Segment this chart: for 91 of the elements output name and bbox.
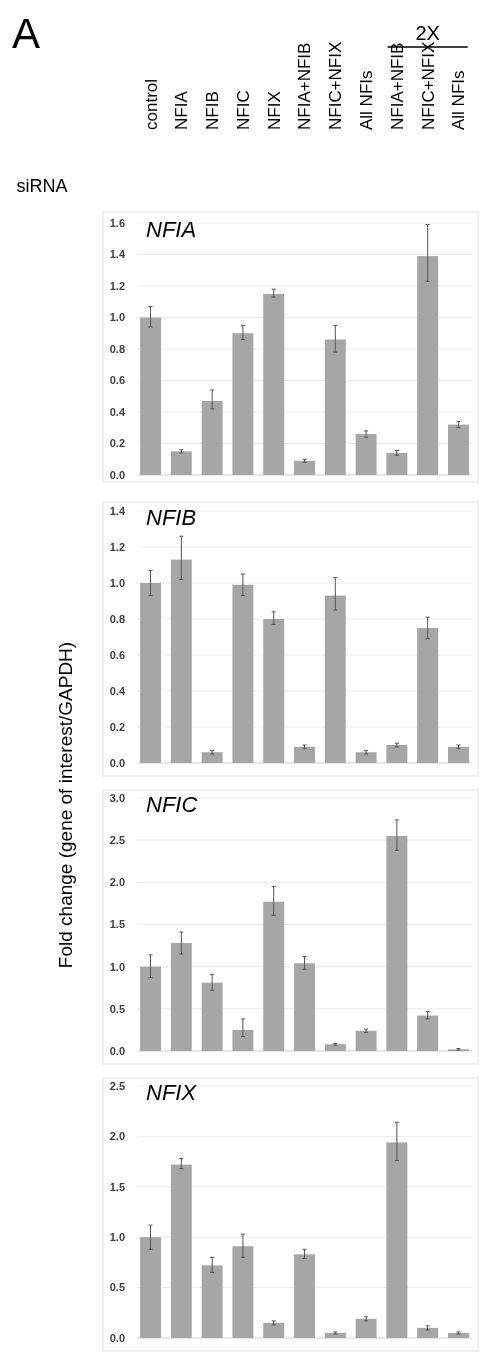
- bar: [170, 451, 192, 475]
- y-tick-label: 0.0: [109, 1331, 125, 1344]
- bar: [140, 966, 162, 1051]
- bar: [170, 1164, 192, 1338]
- y-tick-label: 1.4: [109, 504, 126, 517]
- chart-title: NFIB: [146, 505, 197, 530]
- chart-title: NFIA: [146, 217, 197, 242]
- x-tick-label: All NFIs: [449, 70, 469, 130]
- y-tick-label: 0.0: [109, 468, 125, 481]
- y-tick-label: 0.8: [109, 612, 125, 625]
- bar: [447, 424, 469, 475]
- bar: [201, 400, 223, 475]
- bar: [447, 746, 469, 763]
- chart-title: NFIC: [146, 792, 198, 817]
- bar: [232, 584, 254, 763]
- y-tick-label: 0.0: [109, 756, 125, 769]
- x-tick-label: NFIX: [264, 91, 284, 130]
- x-tick-label: NFIC: [233, 90, 253, 130]
- y-tick-label: 1.4: [109, 248, 126, 261]
- bar: [263, 1322, 285, 1338]
- x-tick-label: NFIA: [172, 90, 192, 130]
- y-tick-label: 3.0: [109, 791, 125, 804]
- bar: [201, 982, 223, 1051]
- y-tick-label: 2.5: [109, 834, 125, 847]
- bar: [170, 943, 192, 1051]
- bar: [232, 1029, 254, 1051]
- bar: [294, 460, 315, 475]
- y-tick-label: 1.6: [109, 216, 125, 229]
- bar: [386, 835, 408, 1051]
- y-tick-label: 1.2: [109, 540, 125, 553]
- bar: [140, 317, 162, 475]
- bar: [232, 333, 254, 475]
- y-tick-label: 0.8: [109, 342, 125, 355]
- bar: [263, 293, 285, 475]
- y-tick-label: 1.5: [109, 918, 125, 931]
- bar: [386, 745, 408, 763]
- y-tick-label: 2.0: [109, 1130, 125, 1143]
- bar: [355, 752, 377, 763]
- bar: [417, 1327, 439, 1338]
- y-axis-title: Fold change (gene of interest/GAPDH): [55, 641, 76, 969]
- bar: [140, 1237, 162, 1338]
- bar: [201, 752, 223, 763]
- bar: [417, 628, 439, 763]
- x-axis-title: siRNA: [16, 176, 68, 196]
- bar: [324, 339, 346, 475]
- y-tick-label: 1.0: [109, 576, 125, 589]
- bar: [140, 583, 162, 763]
- y-tick-label: 0.6: [109, 648, 125, 661]
- bar: [232, 1246, 254, 1338]
- bar: [417, 1015, 439, 1051]
- x-tick-label: NFIB: [203, 91, 223, 130]
- y-tick-label: 1.5: [109, 1180, 125, 1193]
- bar: [324, 595, 346, 763]
- bar: [355, 1030, 377, 1051]
- x-tick-label: NFIA+NFIB: [295, 42, 315, 130]
- y-tick-label: 0.2: [109, 720, 125, 733]
- x-tick-label: All NFIs: [357, 70, 377, 130]
- bar: [263, 619, 285, 763]
- y-tick-label: 1.0: [109, 1231, 125, 1244]
- bar: [386, 452, 408, 475]
- y-tick-label: 2.0: [109, 876, 125, 889]
- bar: [324, 1332, 346, 1338]
- text: A: [12, 10, 41, 57]
- bar: [294, 1254, 315, 1338]
- bar: [447, 1332, 469, 1338]
- bar: [294, 963, 315, 1051]
- bar: [355, 434, 377, 475]
- y-tick-label: 0.4: [109, 684, 126, 697]
- y-tick-label: 0.5: [109, 1002, 125, 1015]
- y-tick-label: 1.0: [109, 960, 125, 973]
- chart-title: NFIX: [146, 1080, 198, 1105]
- bar: [417, 256, 439, 475]
- y-tick-label: 0.4: [109, 405, 126, 418]
- y-tick-label: 0.5: [109, 1281, 125, 1294]
- y-tick-label: 0.2: [109, 437, 125, 450]
- x-tick-label: NFIC+NFIX: [326, 41, 346, 130]
- bar: [386, 1142, 408, 1338]
- y-tick-label: 2.5: [109, 1079, 125, 1092]
- x-tick-label: NFIC+NFIX: [418, 41, 438, 130]
- y-tick-label: 0.0: [109, 1044, 125, 1057]
- bar: [355, 1318, 377, 1338]
- y-tick-label: 1.0: [109, 311, 125, 324]
- x-tick-label: control: [141, 78, 161, 130]
- y-tick-label: 1.2: [109, 279, 125, 292]
- bar: [170, 559, 192, 763]
- y-tick-label: 0.6: [109, 374, 125, 387]
- bar: [324, 1044, 346, 1051]
- bar: [263, 901, 285, 1051]
- bar: [294, 746, 315, 763]
- bar: [201, 1265, 223, 1338]
- x-tick-label: NFIA+NFIB: [387, 42, 407, 130]
